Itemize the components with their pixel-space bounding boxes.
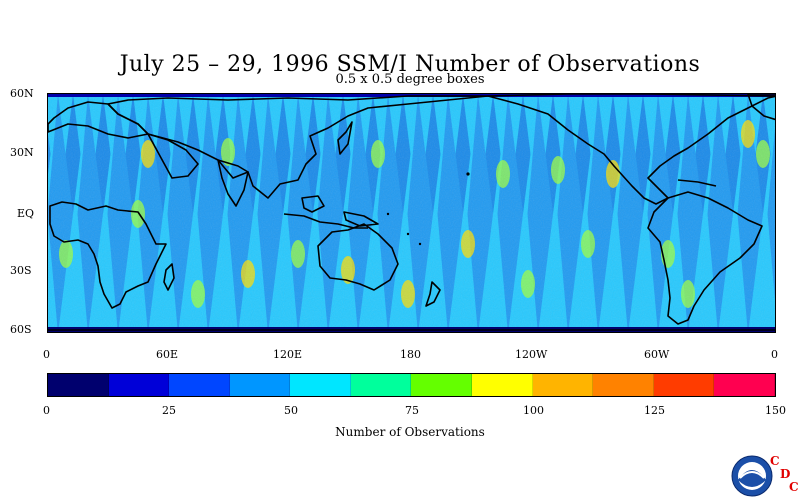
colorbar-segment [169,374,230,396]
cdc-letter-c1: C [770,454,780,468]
continent-outlines [48,94,775,331]
new-guinea-outline [343,211,379,227]
cdc-letter-c2: C [789,480,799,494]
lat-label-30s: 30S [10,264,32,277]
lon-label-0-right: 0 [771,348,778,361]
colorbar-segment [532,374,594,396]
map-title: July 25 – 29, 1996 SSM/I Number of Obser… [119,52,701,77]
colorbar-title: Number of Observations [335,425,485,439]
map-canvas [48,94,775,332]
colorbar-segment [411,374,473,396]
cdc-letter-d: D [780,467,791,481]
asia-outline [107,95,489,199]
colorbar-segment [290,374,351,396]
south-america-outline [647,191,763,325]
colorbar [47,373,776,397]
japan-outline [337,121,353,155]
australia-outline [317,223,399,291]
lat-label-60s: 60S [10,323,32,336]
noaa-logo-icon: NOAA [731,455,773,497]
colorbar-tick-50: 50 [284,404,298,417]
hawaii-dot [466,172,470,176]
colorbar-tick-25: 25 [162,404,176,417]
lat-label-eq: EQ [17,207,35,220]
colorbar-segment [593,374,654,396]
noaa-cdc-logo: NOAA C D C [730,452,800,500]
observation-map [47,93,776,333]
colorbar-segment [714,374,775,396]
pacific-island-dot [406,232,410,236]
colorbar-segment [48,374,109,396]
lon-label-60w: 60W [644,348,670,361]
lon-label-0-left: 0 [43,348,50,361]
pacific-island-dot [386,212,390,216]
colorbar-tick-100: 100 [523,404,544,417]
colorbar-segment [350,374,412,396]
lon-label-180: 180 [400,348,421,361]
greenland-outline [747,94,775,121]
colorbar-segment [108,374,170,396]
svg-text:NOAA: NOAA [745,466,760,472]
africa-outline [49,201,167,309]
lat-label-30n: 30N [10,146,34,159]
colorbar-tick-75: 75 [405,404,419,417]
map-subtitle: 0.5 x 0.5 degree boxes [335,72,485,87]
speckle-texture [48,94,775,332]
madagascar-outline [163,263,175,291]
colorbar-segment [472,374,533,396]
indonesia-outline [283,213,368,229]
new-zealand-outline [425,281,441,307]
colorbar-segment [229,374,291,396]
lat-label-60n: 60N [10,87,34,100]
islands [386,172,470,246]
lon-label-60e: 60E [156,348,179,361]
pacific-island-dot [418,242,422,246]
colorbar-tick-150: 150 [765,404,786,417]
borneo-outline [301,195,325,213]
colorbar-tick-125: 125 [644,404,665,417]
north-america-outline [487,94,775,205]
lon-label-120w: 120W [515,348,548,361]
colorbar-tick-0: 0 [43,404,50,417]
india-outline [217,159,249,207]
colorbar-segment [653,374,715,396]
lon-label-120e: 120E [273,348,303,361]
caribbean-outline [677,179,717,187]
arabia-outline [147,133,199,179]
